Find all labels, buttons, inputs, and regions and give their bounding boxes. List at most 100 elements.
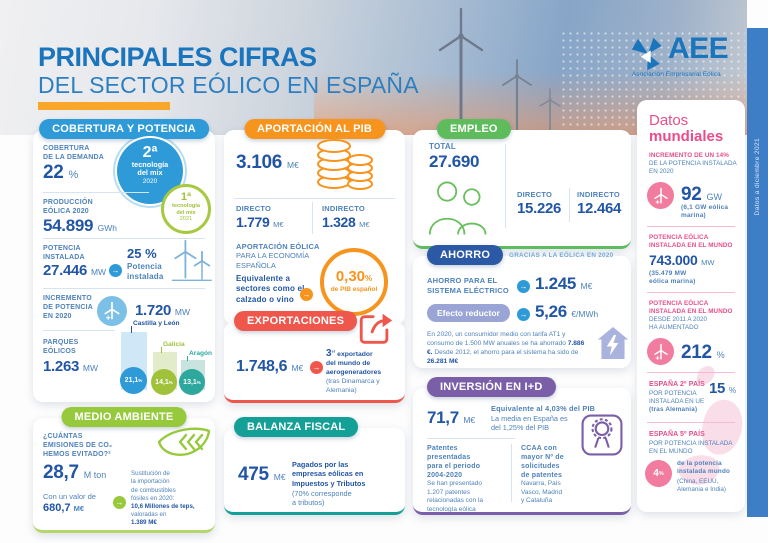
- divider: [427, 438, 515, 439]
- value: 4: [653, 468, 659, 479]
- ccaa-title: CCAA con mayor Nº de solicitudes de pate…: [521, 445, 564, 480]
- balanza-header-pill: BALANZA FISCAL: [234, 417, 359, 437]
- s4-value: 15 %: [709, 380, 736, 397]
- s2-value: 743.000 MW: [649, 252, 714, 268]
- unit: M€: [287, 160, 299, 170]
- card-exportaciones: EXPORTACIONES 1.748,6 M€ → 3er exportado…: [224, 311, 405, 403]
- turbine-pink-icon: [647, 338, 674, 365]
- unit: %: [658, 470, 664, 477]
- card-empleo: EMPLEO TOTAL 27.690 DIRECTO 15.226 INDIR…: [413, 119, 631, 249]
- inversion-equiv-rest: La media en España es del 1,25% del PIB: [491, 414, 568, 433]
- value: 1.245: [535, 274, 577, 293]
- badge-1a-tecnologia: 1ª tecnología del mix 2021: [161, 184, 211, 234]
- produccion-label: PRODUCCIÓN EÓLICA 2020: [43, 199, 93, 216]
- value: 21,1: [124, 377, 139, 384]
- ahorro-efecto-value: 5,26 €/MWh: [535, 302, 598, 322]
- card-balanza-fiscal: BALANZA FISCAL 475 M€ Pagados por las em…: [224, 417, 405, 515]
- rank-suffix: er: [331, 348, 336, 354]
- value: 1.779: [236, 214, 270, 230]
- pib-directo-label: DIRECTO: [236, 204, 272, 213]
- divider: [505, 144, 506, 228]
- value: 0,30: [335, 268, 366, 285]
- unit: GW: [706, 192, 723, 202]
- unit: MW: [174, 307, 191, 317]
- s5-note: (China, EEUU, Alemania e India): [677, 478, 727, 494]
- potencia-label: POTENCIA INSTALADA: [43, 245, 85, 262]
- bold-text: 10,6 Millones de teps,: [131, 502, 195, 510]
- patentes-title: Patentes presentadas para el periodo 200…: [427, 445, 481, 480]
- bar-tick: [187, 356, 188, 361]
- divider: [647, 372, 735, 373]
- aportacion-bold-label: APORTACIÓN EÓLICA: [236, 242, 320, 251]
- balanza-value: 475 M€: [238, 464, 286, 486]
- potencia-share-value: 25 %: [127, 246, 157, 261]
- badge-rank: 1ª: [180, 191, 192, 203]
- wind-turbine-small-icon: [539, 88, 561, 136]
- divider: [511, 444, 512, 502]
- unit: MW: [701, 258, 715, 267]
- value: 680,7: [43, 502, 71, 514]
- ahorro-sistema-value: 1.245 M€: [535, 274, 592, 294]
- divider: [647, 292, 735, 293]
- value: 28,7: [43, 462, 79, 483]
- value: 3.106: [236, 152, 283, 173]
- banner-photo: [0, 0, 747, 136]
- balanza-text: Pagados por las empresas eólicas en Impu…: [292, 450, 392, 508]
- value: 5,26: [535, 302, 567, 321]
- unit: M€: [273, 220, 284, 229]
- empleo-directo-value: 15.226: [517, 200, 562, 217]
- empleo-total-label: TOTAL: [429, 142, 456, 151]
- incremento-turbine-icon: [97, 296, 127, 326]
- unit: M€: [580, 281, 593, 291]
- s5-value-circle: 4%: [645, 460, 672, 487]
- aportacion-rest-label: PARA LA ECONOMÍA ESPAÑOLA: [236, 251, 310, 270]
- unit: MW: [90, 267, 107, 277]
- unit: €/MWh: [571, 309, 599, 319]
- ahorro-sistema-label: AHORRO PARA EL SISTEMA ELÉCTRICO: [427, 276, 509, 295]
- parques-label: PARQUES EÓLICOS: [43, 339, 79, 356]
- card-cobertura-potencia: COBERTURA Y POTENCIA COBERTURA DE LA DEM…: [33, 119, 215, 402]
- s2-note: (35.479 MW eólica marina): [649, 270, 696, 286]
- value: 1.328: [322, 214, 356, 230]
- value: 71,7: [427, 408, 459, 427]
- s5-head-rest: POR POTENCIA INSTALADA EN EL MUNDO: [649, 440, 733, 456]
- produccion-value: 54.899 GWh: [43, 216, 117, 236]
- s1-value: 92 GW: [681, 184, 722, 206]
- unit: M€: [359, 220, 370, 229]
- bar-label-galicia: Galicia: [163, 341, 185, 348]
- unit: %: [138, 378, 143, 383]
- arrow-icon: →: [517, 280, 530, 293]
- potencia-share-label: Potencia instalada: [127, 262, 164, 282]
- badge-rank: 2ª: [142, 144, 158, 161]
- bar-tick: [161, 347, 162, 353]
- ahorro-header-pill: AHORRO: [427, 245, 504, 265]
- bar-circle-aragon: 13,1%: [179, 369, 205, 395]
- incremento-value: 1.720 MW: [135, 302, 190, 319]
- value: 14,1: [155, 378, 169, 386]
- divider: [647, 226, 735, 227]
- export-arrow-box-icon: [359, 313, 393, 344]
- unit: M ton: [83, 470, 107, 480]
- badge-year: 2021: [179, 215, 193, 222]
- pib-share-circle: 0,30% de PIB español: [320, 248, 388, 316]
- s3-head-pink: POTENCIA EÓLICA INSTALADA EN EL MUNDO: [649, 300, 733, 316]
- exportaciones-rank-text: 3er exportador del mundo de aerogenerado…: [326, 338, 400, 396]
- s4-head-pink: ESPAÑA 2º PAÍS: [649, 381, 705, 388]
- pib-directo-value: 1.779 M€: [236, 214, 284, 230]
- pib-header-pill: APORTACIÓN AL PIB: [243, 119, 386, 139]
- turbine-pink-icon: [647, 182, 674, 209]
- card-datos-mundiales: Datos mundiales INCREMENTO DE UN 14% DE …: [637, 100, 745, 512]
- pib-indirecto-value: 1.328 M€: [322, 214, 370, 230]
- value: 1.748,6: [236, 358, 288, 375]
- unit: %: [716, 350, 725, 360]
- europe-map-silhouette: [678, 365, 743, 485]
- mundiales-title-bold: mundiales: [649, 128, 724, 145]
- value: 92: [681, 184, 702, 205]
- badge-year: 2020: [142, 177, 158, 185]
- s3-value: 212 %: [681, 342, 725, 364]
- bold-text: exportador del mundo de aerogeneradores: [326, 350, 382, 377]
- unit: M€: [291, 363, 304, 373]
- value: 1.263: [43, 358, 80, 375]
- unit: %: [728, 386, 737, 395]
